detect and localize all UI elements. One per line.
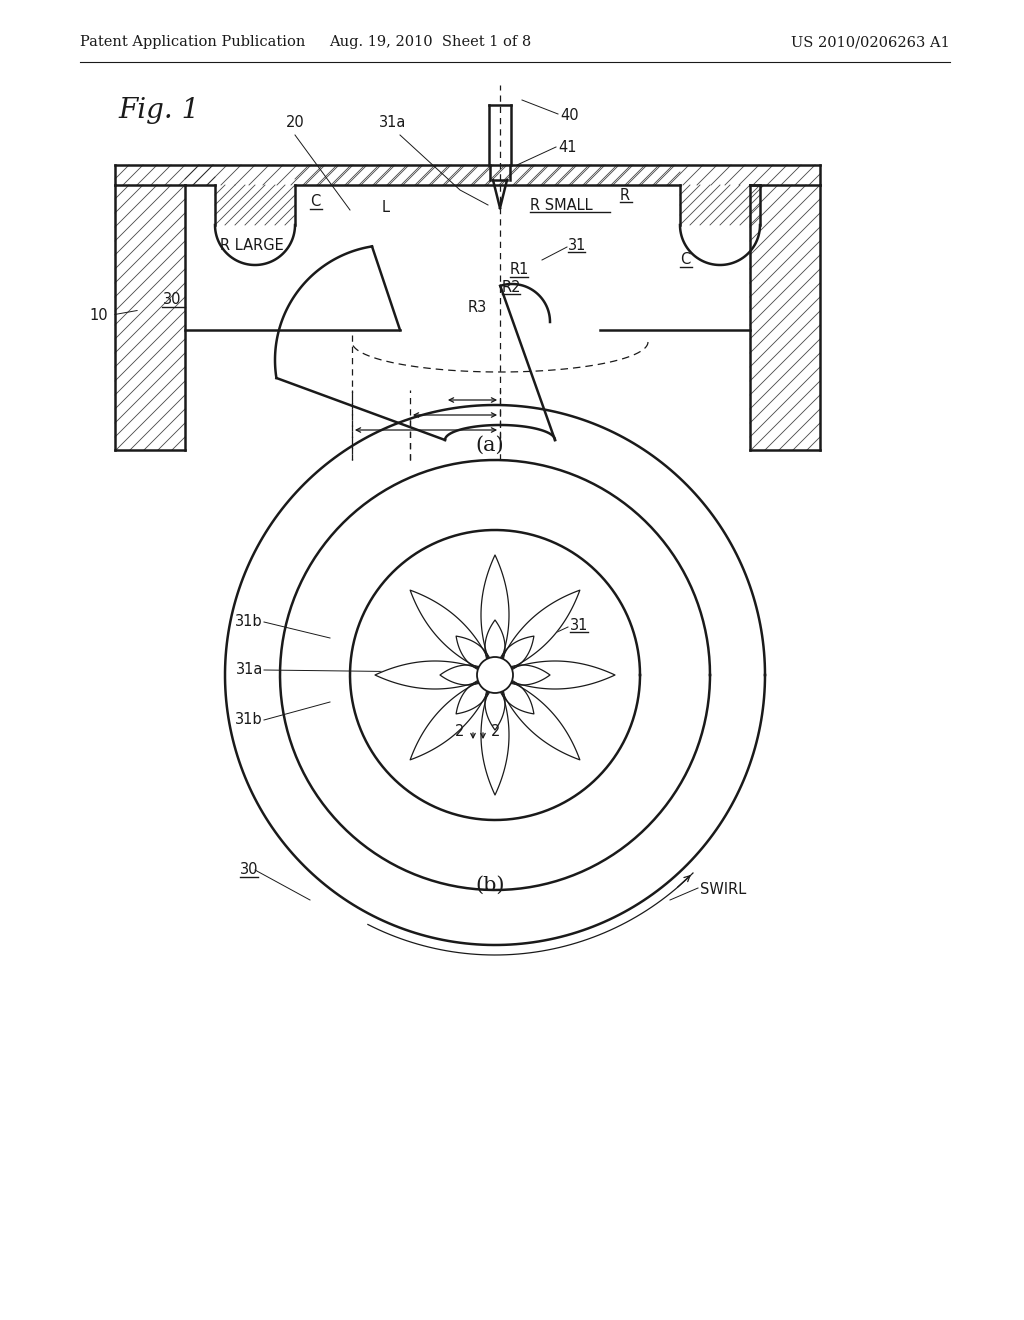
Text: 30: 30 — [163, 293, 181, 308]
Polygon shape — [495, 675, 580, 760]
Text: Aug. 19, 2010  Sheet 1 of 8: Aug. 19, 2010 Sheet 1 of 8 — [329, 36, 531, 49]
Text: R LARGE: R LARGE — [220, 238, 284, 252]
Text: 31a: 31a — [379, 115, 407, 129]
Text: 30: 30 — [240, 862, 258, 878]
Polygon shape — [485, 675, 505, 730]
Text: SWIRL: SWIRL — [700, 883, 746, 898]
Polygon shape — [495, 675, 534, 714]
Text: 10: 10 — [89, 308, 108, 322]
Polygon shape — [495, 636, 534, 675]
Text: 31: 31 — [568, 238, 587, 252]
Text: 31b: 31b — [236, 713, 263, 727]
Text: 40: 40 — [560, 107, 579, 123]
Text: 31b: 31b — [236, 615, 263, 630]
Text: 20: 20 — [286, 115, 304, 129]
Circle shape — [477, 657, 513, 693]
Text: (a): (a) — [476, 436, 504, 454]
Polygon shape — [495, 661, 615, 689]
Polygon shape — [495, 665, 550, 685]
Text: C: C — [310, 194, 321, 210]
Polygon shape — [456, 636, 495, 675]
Polygon shape — [411, 590, 495, 675]
Text: 41: 41 — [558, 140, 577, 156]
Polygon shape — [495, 590, 580, 675]
Text: R: R — [620, 187, 630, 202]
Polygon shape — [481, 554, 509, 675]
Text: (b): (b) — [475, 875, 505, 895]
Polygon shape — [375, 661, 495, 689]
Text: R SMALL: R SMALL — [530, 198, 593, 213]
Polygon shape — [411, 675, 495, 760]
Polygon shape — [456, 675, 495, 714]
Text: 31a: 31a — [236, 663, 263, 677]
Text: R1: R1 — [510, 263, 529, 277]
Polygon shape — [485, 620, 505, 675]
Text: 31: 31 — [570, 618, 589, 632]
Text: US 2010/0206263 A1: US 2010/0206263 A1 — [792, 36, 950, 49]
Polygon shape — [481, 675, 509, 795]
Text: R2: R2 — [502, 280, 521, 294]
Polygon shape — [440, 665, 495, 685]
Text: C: C — [680, 252, 690, 268]
Text: L: L — [382, 201, 390, 215]
Text: Patent Application Publication: Patent Application Publication — [80, 36, 305, 49]
Text: 2: 2 — [492, 725, 501, 739]
Text: R3: R3 — [468, 300, 487, 314]
Text: 2: 2 — [456, 725, 465, 739]
Text: Fig. 1: Fig. 1 — [118, 96, 200, 124]
